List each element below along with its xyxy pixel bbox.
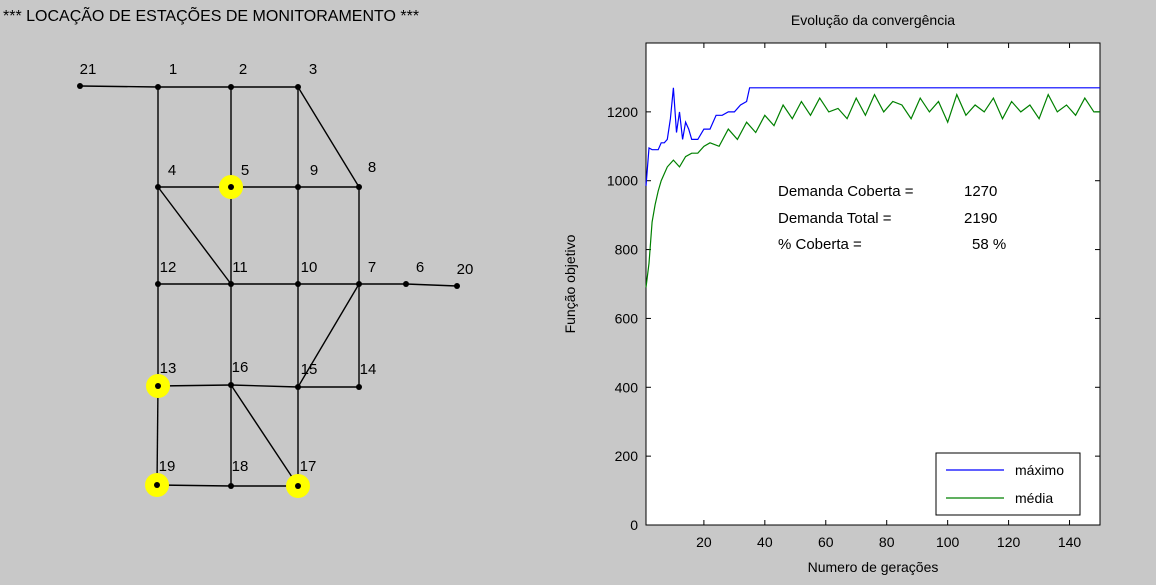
annotation-total-label: Demanda Total = bbox=[778, 210, 892, 227]
node-7 bbox=[356, 281, 362, 287]
node-label-18: 18 bbox=[232, 458, 249, 475]
series-line-media bbox=[645, 92, 1100, 288]
x-tick-label-140: 140 bbox=[1058, 534, 1082, 550]
x-tick-label-100: 100 bbox=[936, 534, 960, 550]
x-axis-label: Numero de gerações bbox=[808, 559, 939, 575]
legend-box bbox=[935, 452, 1081, 516]
y-tick-label-800: 800 bbox=[615, 242, 639, 258]
y-tick-label-1000: 1000 bbox=[607, 173, 638, 189]
node-label-3: 3 bbox=[309, 61, 317, 78]
node-20 bbox=[454, 283, 460, 289]
y-tick-label-0: 0 bbox=[630, 517, 638, 533]
pipe-3-8 bbox=[297, 86, 360, 188]
series-line-maximo bbox=[645, 87, 1100, 186]
legend: máximo média bbox=[935, 452, 1081, 516]
node-label-4: 4 bbox=[168, 162, 176, 179]
x-tick-label-40: 40 bbox=[757, 534, 773, 550]
legend-label-maximo: máximo bbox=[1015, 462, 1064, 478]
node-19 bbox=[154, 482, 160, 488]
node-14 bbox=[356, 384, 362, 390]
node-label-17: 17 bbox=[300, 458, 317, 475]
y-tick-label-600: 600 bbox=[615, 310, 639, 326]
node-label-7: 7 bbox=[368, 259, 376, 276]
annotation-percent-label: % Coberta = bbox=[778, 236, 862, 253]
annotation-total-value: 2190 bbox=[964, 210, 997, 227]
node-5 bbox=[228, 184, 234, 190]
x-tick-label-60: 60 bbox=[818, 534, 834, 550]
y-axis-label: Função objetivo bbox=[562, 234, 578, 333]
annotation-percent-value: 58 % bbox=[972, 236, 1006, 253]
node-label-13: 13 bbox=[160, 360, 177, 377]
node-17 bbox=[295, 483, 301, 489]
node-21 bbox=[77, 83, 83, 89]
chart-title: Evolução da convergência bbox=[791, 12, 955, 28]
node-label-1: 1 bbox=[169, 61, 177, 78]
node-6 bbox=[403, 281, 409, 287]
node-1 bbox=[155, 84, 161, 90]
y-tick-label-1200: 1200 bbox=[607, 104, 638, 120]
annotation-covered-value: 1270 bbox=[964, 183, 997, 200]
node-9 bbox=[295, 184, 301, 190]
pipe-13-16 bbox=[157, 384, 232, 387]
node-label-12: 12 bbox=[160, 259, 177, 276]
node-label-16: 16 bbox=[232, 359, 249, 376]
node-label-14: 14 bbox=[360, 361, 377, 378]
plot-area bbox=[645, 42, 1101, 526]
node-label-11: 11 bbox=[232, 259, 248, 276]
pipe-4-11 bbox=[157, 186, 232, 285]
pipe-13-19 bbox=[156, 385, 159, 486]
node-12 bbox=[155, 281, 161, 287]
node-2 bbox=[228, 84, 234, 90]
node-label-15: 15 bbox=[301, 361, 318, 378]
network-title: *** LOCAÇÃO DE ESTAÇÕES DE MONITORAMENTO… bbox=[3, 8, 420, 25]
pipe-19-18 bbox=[156, 484, 232, 487]
annotation-covered-label: Demanda Coberta = bbox=[778, 183, 914, 200]
pipe-16-17 bbox=[230, 384, 299, 487]
pipe-7-15 bbox=[297, 283, 360, 388]
node-label-5: 5 bbox=[241, 162, 249, 179]
node-4 bbox=[155, 184, 161, 190]
legend-label-media: média bbox=[1015, 490, 1053, 506]
node-15 bbox=[295, 384, 301, 390]
y-tick-label-200: 200 bbox=[615, 448, 639, 464]
x-tick-label-20: 20 bbox=[696, 534, 712, 550]
node-11 bbox=[228, 281, 234, 287]
node-13 bbox=[155, 383, 161, 389]
node-8 bbox=[356, 184, 362, 190]
node-label-10: 10 bbox=[301, 259, 318, 276]
x-tick-label-120: 120 bbox=[997, 534, 1021, 550]
pipe-16-15 bbox=[230, 384, 299, 388]
y-tick-label-400: 400 bbox=[615, 379, 639, 395]
node-label-2: 2 bbox=[239, 61, 247, 78]
node-label-21: 21 bbox=[80, 61, 97, 78]
node-label-19: 19 bbox=[159, 458, 176, 475]
x-tick-label-80: 80 bbox=[879, 534, 895, 550]
node-label-8: 8 bbox=[368, 159, 376, 176]
node-18 bbox=[228, 483, 234, 489]
node-3 bbox=[295, 84, 301, 90]
pipe-21-1 bbox=[79, 85, 159, 88]
node-16 bbox=[228, 382, 234, 388]
node-10 bbox=[295, 281, 301, 287]
pipe-6-20 bbox=[405, 283, 458, 287]
node-label-6: 6 bbox=[416, 259, 424, 276]
node-label-20: 20 bbox=[457, 261, 474, 278]
node-label-9: 9 bbox=[310, 162, 318, 179]
